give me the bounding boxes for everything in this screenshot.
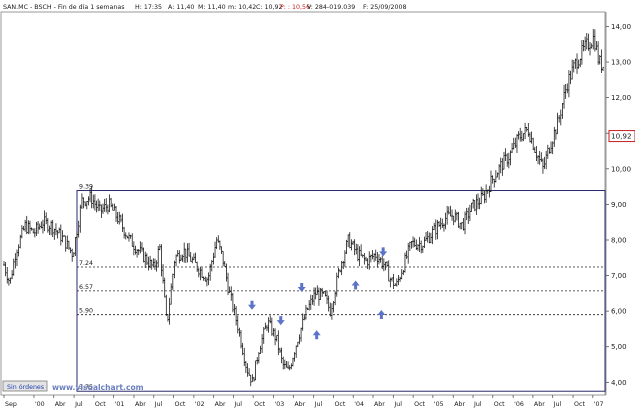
- x-tick-label: Oct: [494, 401, 505, 408]
- x-tick-label: Oct: [175, 401, 186, 408]
- arrow-up-icon: [312, 330, 321, 340]
- x-tick-label: Oct: [574, 401, 585, 408]
- header-symbol: SAN.MC - BSCH - Fin de día 1 semanas: [3, 3, 125, 11]
- y-tick-label: 5,00: [611, 343, 627, 351]
- x-tick-label: Jul: [314, 401, 323, 408]
- y-tick-label: 7,00: [611, 272, 627, 280]
- header-hour: H: 17:35: [135, 4, 162, 11]
- orders-button-label[interactable]: Sin órdenes: [7, 383, 44, 391]
- arrow-up-icon: [351, 280, 360, 290]
- level-label: 9.39: [79, 184, 93, 191]
- header-date: F: 25/09/2008: [363, 4, 407, 11]
- header-max: M: 11,40: [198, 4, 226, 11]
- x-tick-label: Jul: [154, 401, 163, 408]
- y-tick-label: 6,00: [611, 308, 627, 316]
- x-tick-label: Oct: [334, 401, 345, 408]
- x-tick-label: Abr: [215, 401, 226, 408]
- level-label: 7.24: [79, 260, 93, 267]
- y-tick-label: 12,00: [611, 94, 631, 102]
- y-tick-label: 13,00: [611, 59, 631, 67]
- x-tick-label: '05: [434, 401, 444, 408]
- header-bar: SAN.MC - BSCH - Fin de día 1 semanas H: …: [3, 3, 407, 11]
- x-tick-label: Abr: [55, 401, 66, 408]
- x-tick-label: Abr: [135, 401, 146, 408]
- y-tick-label: 4,00: [611, 379, 627, 387]
- x-tick-label: Oct: [414, 401, 425, 408]
- x-tick-label: Jul: [473, 401, 482, 408]
- x-tick-label: Jul: [233, 401, 242, 408]
- x-axis: Sep '00 Abr Jul Oct '01 Abr Jul Oct '02 Abr Jul Oct '…: [3, 395, 604, 408]
- x-tick-label: Oct: [254, 401, 265, 408]
- price-candles: [3, 28, 604, 387]
- x-tick-label: Oct: [95, 401, 106, 408]
- x-tick-label: Sep: [5, 401, 17, 408]
- x-tick-label: '04: [354, 401, 364, 408]
- arrow-up-icon: [377, 309, 386, 319]
- orders-button[interactable]: Sin órdenes: [2, 380, 48, 392]
- y-axis: 4,005,006,007,008,009,0010,0011,0012,001…: [606, 23, 631, 387]
- level-label: 6.57: [79, 284, 93, 291]
- arrow-down-icon: [276, 316, 285, 326]
- level-lines: 9.39 7.24 6.57 5.90 3.75: [77, 184, 605, 391]
- x-tick-label: '07: [594, 401, 604, 408]
- x-tick-label: Jul: [553, 401, 562, 408]
- header-open: A: 11,40: [168, 4, 194, 11]
- last-price-box: [608, 130, 635, 143]
- level-label: 5.90: [79, 308, 93, 315]
- x-tick-label: Abr: [454, 401, 465, 408]
- header-min: m: 10,42: [228, 4, 256, 11]
- x-tick-label: '01: [115, 401, 125, 408]
- x-tick-label: Abr: [534, 401, 545, 408]
- level-label: 3.75: [79, 384, 93, 391]
- header-close: C: 10,92: [256, 4, 283, 11]
- signal-arrows: [247, 247, 388, 340]
- arrow-down-icon: [247, 300, 256, 310]
- x-tick-label: Jul: [74, 401, 83, 408]
- header-volume: V: 284-019.039: [307, 4, 355, 11]
- x-tick-label: Abr: [374, 401, 385, 408]
- x-tick-label: Jul: [393, 401, 402, 408]
- y-tick-label: 10,00: [611, 165, 631, 173]
- arrow-down-icon: [379, 247, 388, 257]
- x-tick-label: '06: [514, 401, 524, 408]
- arrow-down-icon: [297, 283, 306, 293]
- x-tick-label: '00: [35, 401, 45, 408]
- x-tick-label: '02: [195, 401, 205, 408]
- last-price-label: 10,92: [611, 132, 632, 141]
- y-tick-label: 8,00: [611, 236, 627, 244]
- header-pct: P: : 10,56: [280, 4, 310, 11]
- x-tick-label: '03: [275, 401, 285, 408]
- last-price-marker: 10,92: [608, 130, 635, 143]
- y-tick-label: 14,00: [611, 23, 631, 31]
- watermark-text: www.visualchart.com: [52, 383, 144, 392]
- orders-button-frame[interactable]: [2, 380, 48, 392]
- y-tick-label: 9,00: [611, 201, 627, 209]
- x-tick-label: Abr: [294, 401, 305, 408]
